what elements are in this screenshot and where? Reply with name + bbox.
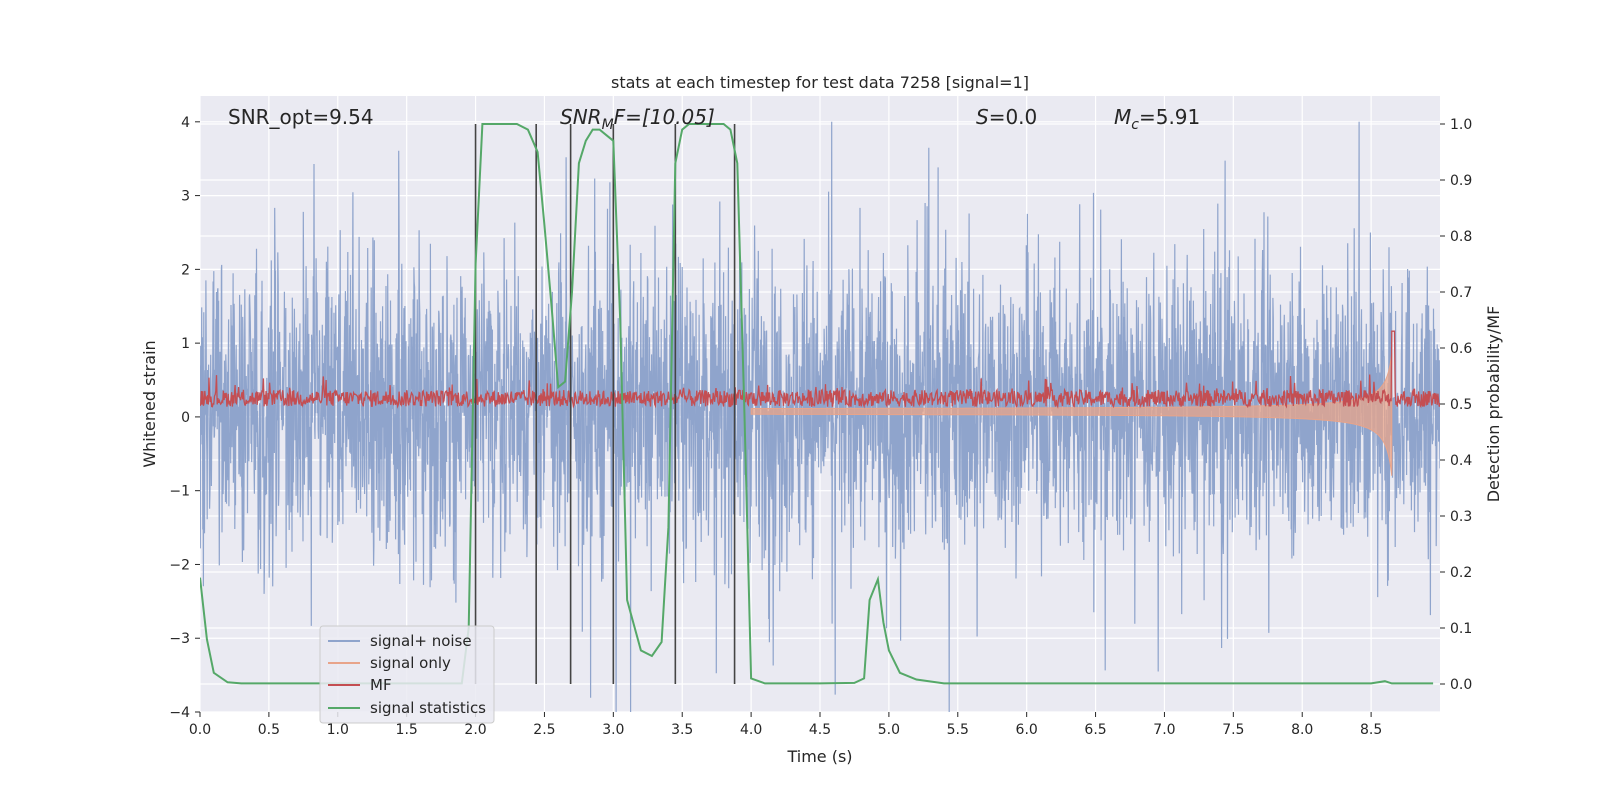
x-tick-label: 1.0: [327, 722, 349, 738]
y-right-tick-label: 0.2: [1450, 565, 1472, 581]
y-left-tick-label: 1: [181, 336, 190, 352]
annotation-s: S=0.0: [976, 105, 1037, 129]
chart-title: stats at each timestep for test data 725…: [611, 73, 1029, 92]
y-axis-label-right: Detection probability/MF: [1484, 306, 1503, 503]
series-signal-noise: [200, 121, 1440, 712]
annotation-snr-mf-rest: F=[10.05]: [614, 105, 715, 129]
y-right-tick-label: 0.7: [1450, 285, 1472, 301]
legend-label-signal-statistics: signal statistics: [370, 699, 486, 717]
series-layer: [200, 121, 1440, 712]
y-right-tick-label: 0.4: [1450, 453, 1472, 469]
y-right-tick-label: 0.9: [1450, 173, 1472, 189]
y-left-tick-label: −3: [169, 631, 190, 647]
x-tick-label: 6.0: [1016, 722, 1038, 738]
y-left-tick-label: −2: [169, 557, 190, 573]
x-tick-label: 6.5: [1084, 722, 1106, 738]
x-tick-label: 8.5: [1360, 722, 1382, 738]
legend-label-mf: MF: [370, 676, 392, 694]
x-tick-label: 2.0: [464, 722, 486, 738]
annotation-mc-main: M: [1114, 105, 1131, 129]
y-left-tick-label: −4: [169, 705, 190, 721]
legend-label-signal-only: signal only: [370, 654, 451, 672]
y-right-tick-label: 0.1: [1450, 621, 1472, 637]
y-right-tick-label: 0.5: [1450, 397, 1472, 413]
x-tick-label: 5.0: [878, 722, 900, 738]
x-tick-label: 3.5: [671, 722, 693, 738]
y-right-tick-label: 1.0: [1450, 117, 1472, 133]
annotation-s-rest: =0.0: [989, 105, 1038, 129]
y-left-tick-label: 2: [181, 262, 190, 278]
annotation-s-main: S: [976, 105, 989, 129]
x-tick-label: 7.0: [1153, 722, 1175, 738]
annotation-snr-mf-main: SNR: [560, 105, 602, 129]
y-left-tick-label: 0: [181, 410, 190, 426]
annotation-snr-opt: SNR_opt=9.54: [228, 105, 374, 129]
annotation-snr-mf: SNRMF=[10.05]: [560, 105, 715, 133]
y-right-tick-label: 0.3: [1450, 509, 1472, 525]
x-tick-label: 2.5: [533, 722, 555, 738]
x-tick-label: 5.5: [947, 722, 969, 738]
y-right-tick-label: 0.0: [1450, 677, 1472, 693]
annotation-mc: Mc=5.91: [1114, 105, 1200, 133]
y-right-tick-label: 0.6: [1450, 341, 1472, 357]
annotation-mc-sub: c: [1131, 117, 1139, 133]
x-tick-label: 4.0: [740, 722, 762, 738]
legend-label-signal-noise: signal+ noise: [370, 632, 472, 650]
legend-box: [319, 625, 495, 724]
x-tick-label: 0.0: [189, 722, 211, 738]
legend: signal+ noise signal only MF signal stat…: [319, 625, 495, 724]
y-left-tick-label: −1: [169, 484, 190, 500]
annotation-snr-mf-sub: M: [602, 117, 614, 133]
x-tick-label: 8.0: [1291, 722, 1313, 738]
y-axis-label-left: Whitened strain: [140, 340, 159, 467]
ticks: 0.0 0.5 1.0 1.5 2.0 2.5 3.0 3.5 4.0 4.5 5.0 5.5 6.0 6…: [169, 115, 1472, 738]
series-signal-only: [750, 353, 1393, 476]
x-tick-label: 3.0: [602, 722, 624, 738]
y-right-tick-label: 0.8: [1450, 229, 1472, 245]
annotation-mc-rest: =5.91: [1139, 105, 1200, 129]
series-signal-statistics: [200, 123, 1434, 685]
x-tick-label: 7.5: [1222, 722, 1244, 738]
x-tick-label: 4.5: [809, 722, 831, 738]
x-tick-label: 1.5: [396, 722, 418, 738]
y-left-tick-label: 4: [181, 115, 190, 131]
x-axis-label: Time (s): [786, 747, 852, 766]
series-mf: [200, 330, 1440, 409]
x-tick-label: 0.5: [258, 722, 280, 738]
y-left-tick-label: 3: [181, 189, 190, 205]
